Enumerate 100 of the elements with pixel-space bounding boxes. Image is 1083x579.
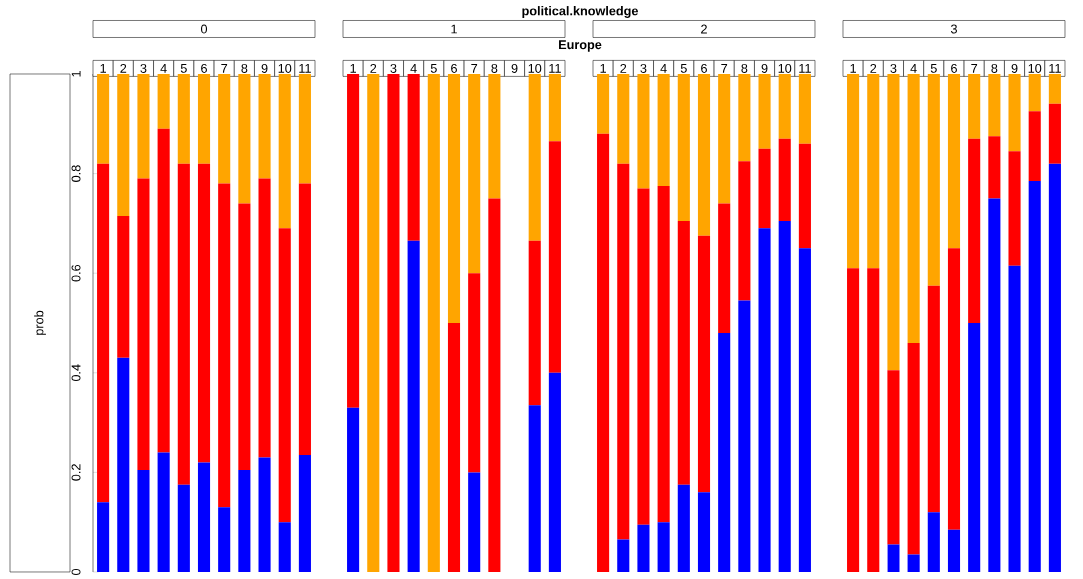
chart-title: 3 <box>950 24 957 34</box>
bar <box>697 492 711 572</box>
y-tick-label: 0.8 <box>71 165 81 182</box>
x-tick-label: 4 <box>660 64 667 73</box>
x-tick-label: 7 <box>221 64 228 73</box>
bar <box>677 484 690 572</box>
chart-title: 1 <box>451 24 457 34</box>
x-tick-label: 1 <box>850 64 856 73</box>
bar <box>867 268 880 572</box>
text: political.knowledge <box>522 6 638 18</box>
bar <box>657 522 670 572</box>
x-tick-label: 9 <box>511 63 518 73</box>
x-tick-label: 8 <box>241 63 248 73</box>
bar <box>718 332 731 572</box>
x-tick-label: 4 <box>910 64 917 73</box>
bar <box>468 273 481 473</box>
bar <box>927 285 940 513</box>
x-tick-label: 11 <box>549 64 561 73</box>
bar <box>117 215 130 358</box>
bar <box>197 462 211 572</box>
chart-title: 2 <box>701 24 707 34</box>
bar <box>1008 265 1021 572</box>
bar <box>758 228 771 572</box>
x-tick-label: 7 <box>721 64 728 73</box>
bar <box>117 357 130 572</box>
x-tick-label: 6 <box>951 63 957 73</box>
x-tick-label: 1 <box>350 64 356 73</box>
bar <box>157 452 170 572</box>
bar <box>887 370 900 545</box>
x-tick-label: 5 <box>930 63 937 73</box>
bar <box>1048 163 1061 572</box>
bar <box>847 268 860 572</box>
bar <box>617 539 630 572</box>
bar <box>1028 181 1041 572</box>
bar <box>278 228 291 523</box>
bar <box>637 524 650 572</box>
x-tick-label: 2 <box>370 63 377 73</box>
x-tick-label: 1 <box>600 64 606 73</box>
bar <box>778 138 791 221</box>
y-tick-label: 0 <box>71 568 81 575</box>
x-tick-label: 7 <box>471 64 478 73</box>
x-tick-label: 2 <box>870 63 877 73</box>
bar <box>758 148 771 229</box>
bar <box>887 544 900 572</box>
bar <box>278 522 291 572</box>
bar <box>298 183 311 455</box>
bar <box>528 240 541 406</box>
bar <box>548 372 561 572</box>
bar <box>738 300 751 572</box>
bar <box>677 220 690 485</box>
bar <box>298 454 311 572</box>
bar <box>798 143 811 249</box>
bar <box>718 203 731 333</box>
x-tick-label: 9 <box>261 63 268 73</box>
bar <box>597 133 610 572</box>
y-tick-label: 0.2 <box>71 464 81 481</box>
x-tick-label: 8 <box>491 63 498 73</box>
text: Europe <box>559 40 602 52</box>
bar <box>1028 111 1041 182</box>
bar <box>968 138 981 323</box>
x-tick-label: 8 <box>991 63 998 73</box>
y-axis-title: prob <box>34 310 46 335</box>
x-tick-label: 5 <box>430 63 437 73</box>
bar <box>407 240 420 572</box>
bar <box>907 554 920 572</box>
bar <box>347 407 360 572</box>
x-tick-label: 10 <box>278 63 292 73</box>
bar <box>927 512 940 572</box>
bar <box>988 198 1001 572</box>
x-tick-label: 4 <box>160 64 167 73</box>
bar <box>238 469 251 572</box>
x-tick-label: 3 <box>140 63 147 73</box>
x-tick-label: 10 <box>1028 63 1042 73</box>
bar <box>907 342 920 555</box>
bar <box>1008 151 1021 266</box>
bar <box>637 188 650 525</box>
bar <box>238 203 251 470</box>
bar <box>468 472 481 572</box>
y-tick-label: 1 <box>71 71 81 77</box>
x-tick-label: 5 <box>680 63 687 73</box>
bar <box>968 322 981 572</box>
bar <box>1048 103 1061 164</box>
bar <box>657 186 670 523</box>
bar <box>258 457 271 572</box>
x-tick-label: 1 <box>100 64 106 73</box>
x-tick-label: 10 <box>528 63 542 73</box>
bar <box>778 220 791 572</box>
bar <box>157 128 170 453</box>
bar <box>137 469 150 572</box>
bar <box>447 322 461 572</box>
bar <box>137 178 150 470</box>
y-tick-label: 0.4 <box>71 364 81 382</box>
x-tick-label: 3 <box>390 63 397 73</box>
bar <box>697 235 711 493</box>
bar <box>798 248 811 572</box>
x-tick-label: 7 <box>971 64 978 73</box>
bar <box>528 405 541 572</box>
x-tick-label: 9 <box>1011 63 1018 73</box>
x-tick-label: 9 <box>761 63 768 73</box>
x-tick-label: 2 <box>120 63 127 73</box>
